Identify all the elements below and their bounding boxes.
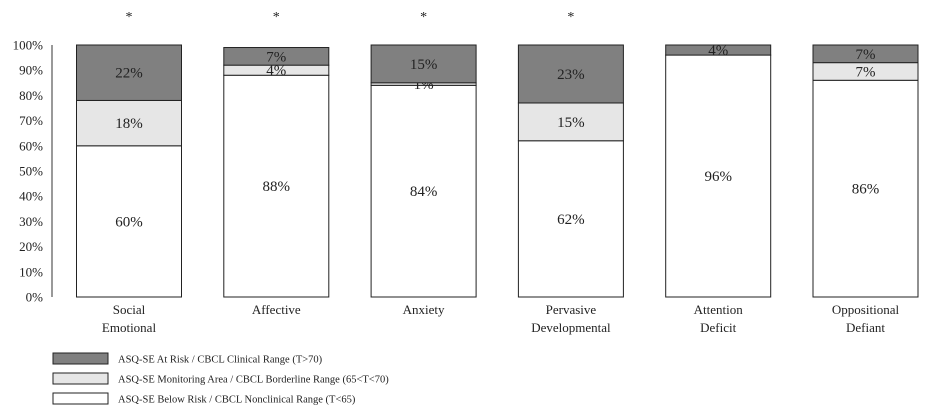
x-tick-label: Deficit	[700, 320, 736, 335]
significance-mark: *	[126, 10, 133, 25]
legend-label: ASQ-SE At Risk / CBCL Clinical Range (T>…	[118, 355, 323, 366]
x-tick-label: Developmental	[531, 320, 611, 335]
bar-segment	[812, 79, 919, 298]
bar-segment	[812, 44, 919, 64]
data-label: 15%	[410, 57, 438, 73]
x-tick-label: Emotional	[102, 320, 157, 335]
bar-segment	[517, 140, 624, 298]
data-label: 15%	[557, 115, 585, 131]
bar-segment	[370, 44, 477, 84]
x-tick-label: Pervasive	[546, 302, 597, 317]
x-tick-label: Defiant	[846, 320, 885, 335]
bar-segment	[223, 47, 330, 66]
data-label: 4%	[708, 43, 728, 59]
data-label: 84%	[410, 184, 438, 200]
legend-swatch	[52, 372, 109, 385]
bar-segment	[517, 44, 624, 104]
legend-swatch	[52, 352, 109, 365]
bar-segment	[223, 74, 330, 298]
y-tick-label: 50%	[19, 164, 43, 179]
data-label: 4%	[266, 63, 286, 79]
legend-label: ASQ-SE Monitoring Area / CBCL Borderline…	[118, 375, 389, 386]
bar-segment	[370, 84, 477, 298]
y-tick-label: 0%	[26, 290, 44, 305]
bar-segment	[76, 99, 182, 147]
y-tick-label: 70%	[19, 113, 43, 128]
y-tick-label: 40%	[19, 189, 43, 204]
x-tick-label: Social	[113, 302, 146, 317]
significance-mark: *	[567, 10, 574, 25]
y-tick-label: 80%	[19, 88, 43, 103]
data-label: 18%	[115, 116, 143, 132]
y-tick-label: 10%	[19, 264, 43, 279]
data-label: 96%	[704, 169, 732, 185]
data-label: 62%	[557, 212, 585, 228]
data-label: 60%	[115, 214, 143, 230]
bar-segment	[76, 145, 182, 298]
data-label: 7%	[856, 64, 876, 80]
y-tick-label: 100%	[13, 38, 44, 53]
significance-mark: *	[273, 10, 280, 25]
data-label: 86%	[852, 182, 880, 198]
bar-segment	[665, 54, 772, 298]
y-tick-label: 60%	[19, 138, 43, 153]
bar-segment	[665, 44, 772, 56]
legend-label: ASQ-SE Below Risk / CBCL Nonclinical Ran…	[118, 395, 356, 405]
significance-mark: *	[420, 10, 427, 25]
x-tick-label: Affective	[252, 302, 301, 317]
x-tick-label: Anxiety	[403, 302, 445, 317]
data-label: 22%	[115, 66, 143, 82]
data-label: 7%	[856, 47, 876, 63]
bar-segment	[76, 44, 182, 101]
legend-swatch	[52, 392, 109, 405]
data-label: 7%	[266, 49, 286, 65]
x-tick-label: Oppositional	[832, 302, 900, 317]
y-tick-label: 20%	[19, 239, 43, 254]
y-tick-label: 30%	[19, 214, 43, 229]
data-label: 23%	[557, 67, 585, 83]
data-label: 88%	[263, 179, 291, 195]
y-tick-label: 90%	[19, 63, 43, 78]
x-tick-label: Attention	[694, 302, 744, 317]
